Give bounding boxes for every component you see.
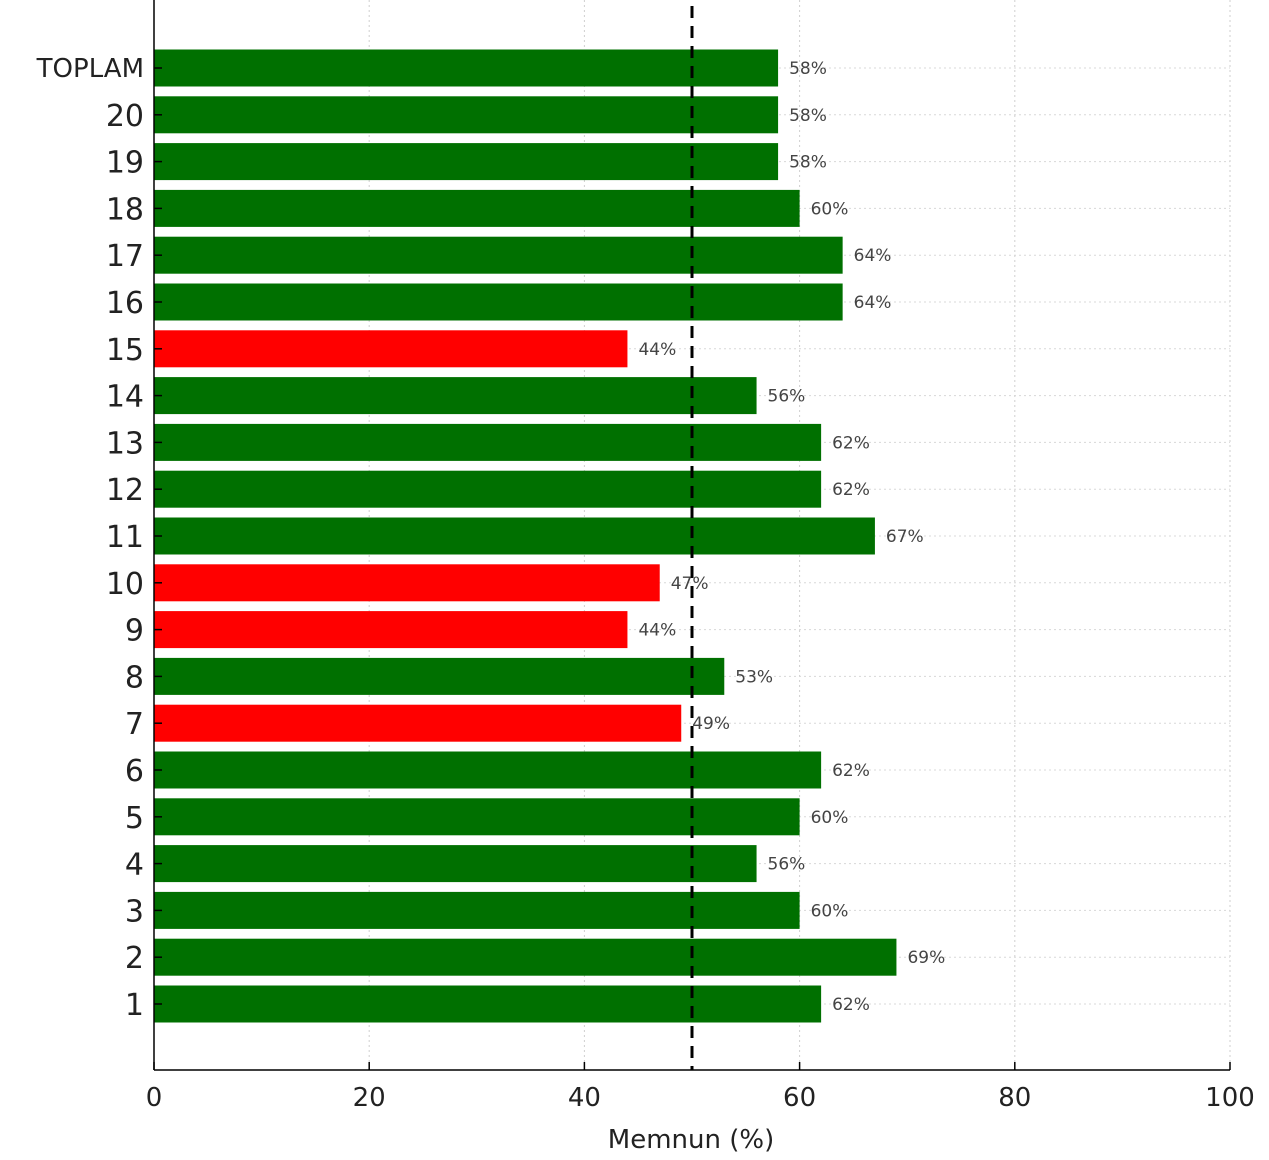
bars [154, 49, 897, 1023]
data-label: 58% [789, 106, 827, 126]
y-tick-label: 6 [125, 754, 144, 789]
data-label: 44% [638, 621, 676, 641]
data-label: 47% [671, 574, 709, 594]
y-tick-label: 15 [106, 333, 144, 368]
data-label: 62% [832, 995, 870, 1015]
y-tick-label: 11 [106, 520, 144, 555]
data-label: 60% [811, 199, 849, 219]
x-tick-label: 80 [998, 1083, 1031, 1113]
y-tick-label: 16 [106, 286, 144, 321]
data-label: 67% [886, 527, 924, 547]
bar-9 [154, 611, 628, 649]
y-tick-label: 14 [106, 380, 144, 415]
bar-7 [154, 704, 682, 742]
y-tick-label: 8 [125, 660, 144, 695]
bar-16 [154, 283, 843, 321]
data-label: 44% [638, 340, 676, 360]
bar-13 [154, 423, 822, 461]
x-tick-label: 100 [1205, 1083, 1255, 1113]
data-label: 60% [811, 808, 849, 828]
bar-6 [154, 751, 822, 789]
bar-19 [154, 143, 779, 181]
data-label: 49% [692, 714, 730, 734]
y-tick-label: 1 [125, 988, 144, 1023]
data-label: 64% [854, 293, 892, 313]
axes: 0 20 40 60 80 1001234567891011121314151617181… [36, 0, 1255, 1113]
bar-8 [154, 657, 725, 695]
data-label: 56% [768, 855, 806, 875]
data-labels: 62% 69% 60% 56% 60% 62% 49% 53% 44% 47% 67% 62% 62% 5… [638, 59, 945, 1015]
bar-15 [154, 330, 628, 368]
data-label: 53% [735, 667, 773, 687]
y-tick-label: 9 [125, 614, 144, 649]
data-label: 64% [854, 246, 892, 266]
bar-14 [154, 377, 757, 415]
bar-2 [154, 938, 897, 976]
data-label: 69% [907, 948, 945, 968]
bar-17 [154, 236, 843, 274]
data-label: 58% [789, 59, 827, 79]
bar-18 [154, 189, 800, 227]
y-tick-label: 20 [106, 99, 144, 134]
y-tick-label: 2 [125, 941, 144, 976]
x-tick-label: 60 [783, 1083, 816, 1113]
bar-4 [154, 845, 757, 883]
x-tick-label: 40 [568, 1083, 601, 1113]
bar-5 [154, 798, 800, 836]
bar-11 [154, 517, 875, 555]
y-tick-label: 18 [106, 192, 144, 227]
data-label: 58% [789, 153, 827, 173]
bar-1 [154, 985, 822, 1023]
bar-20 [154, 96, 779, 134]
y-tick-label: 10 [106, 567, 144, 602]
data-label: 62% [832, 433, 870, 453]
grid-lines [154, 0, 1231, 1070]
bar-12 [154, 470, 822, 508]
bar-toplam [154, 49, 779, 87]
x-tick-label: 20 [353, 1083, 386, 1113]
y-tick-label: 13 [106, 426, 144, 461]
data-label: 60% [811, 901, 849, 921]
y-tick-label: TOPLAM [36, 54, 144, 84]
y-tick-label: 19 [106, 146, 144, 181]
x-axis-label: Memnun (%) [608, 1125, 774, 1155]
y-tick-label: 12 [106, 473, 144, 508]
y-tick-label: 4 [125, 848, 144, 883]
data-label: 62% [832, 480, 870, 500]
y-tick-label: 17 [106, 239, 144, 274]
bar-3 [154, 891, 800, 929]
bar-10 [154, 564, 660, 602]
y-tick-label: 5 [125, 801, 144, 836]
data-label: 56% [768, 387, 806, 407]
data-label: 62% [832, 761, 870, 781]
y-tick-label: 7 [125, 707, 144, 742]
x-tick-label: 0 [146, 1083, 163, 1113]
y-tick-label: 3 [125, 894, 144, 929]
